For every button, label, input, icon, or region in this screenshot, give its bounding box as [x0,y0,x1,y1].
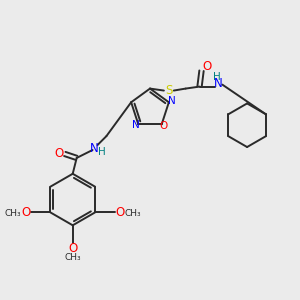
Text: S: S [165,84,172,97]
Text: O: O [115,206,124,219]
Text: H: H [212,72,220,82]
Text: CH₃: CH₃ [124,209,141,218]
Text: O: O [54,148,64,160]
Text: N: N [168,96,176,106]
Text: N: N [90,142,99,154]
Text: O: O [160,122,168,131]
Text: CH₃: CH₃ [4,209,21,218]
Text: N: N [214,77,223,90]
Text: O: O [203,60,212,73]
Text: N: N [131,120,139,130]
Text: H: H [98,147,105,157]
Text: O: O [21,206,30,219]
Text: CH₃: CH₃ [64,253,81,262]
Text: O: O [68,242,77,255]
